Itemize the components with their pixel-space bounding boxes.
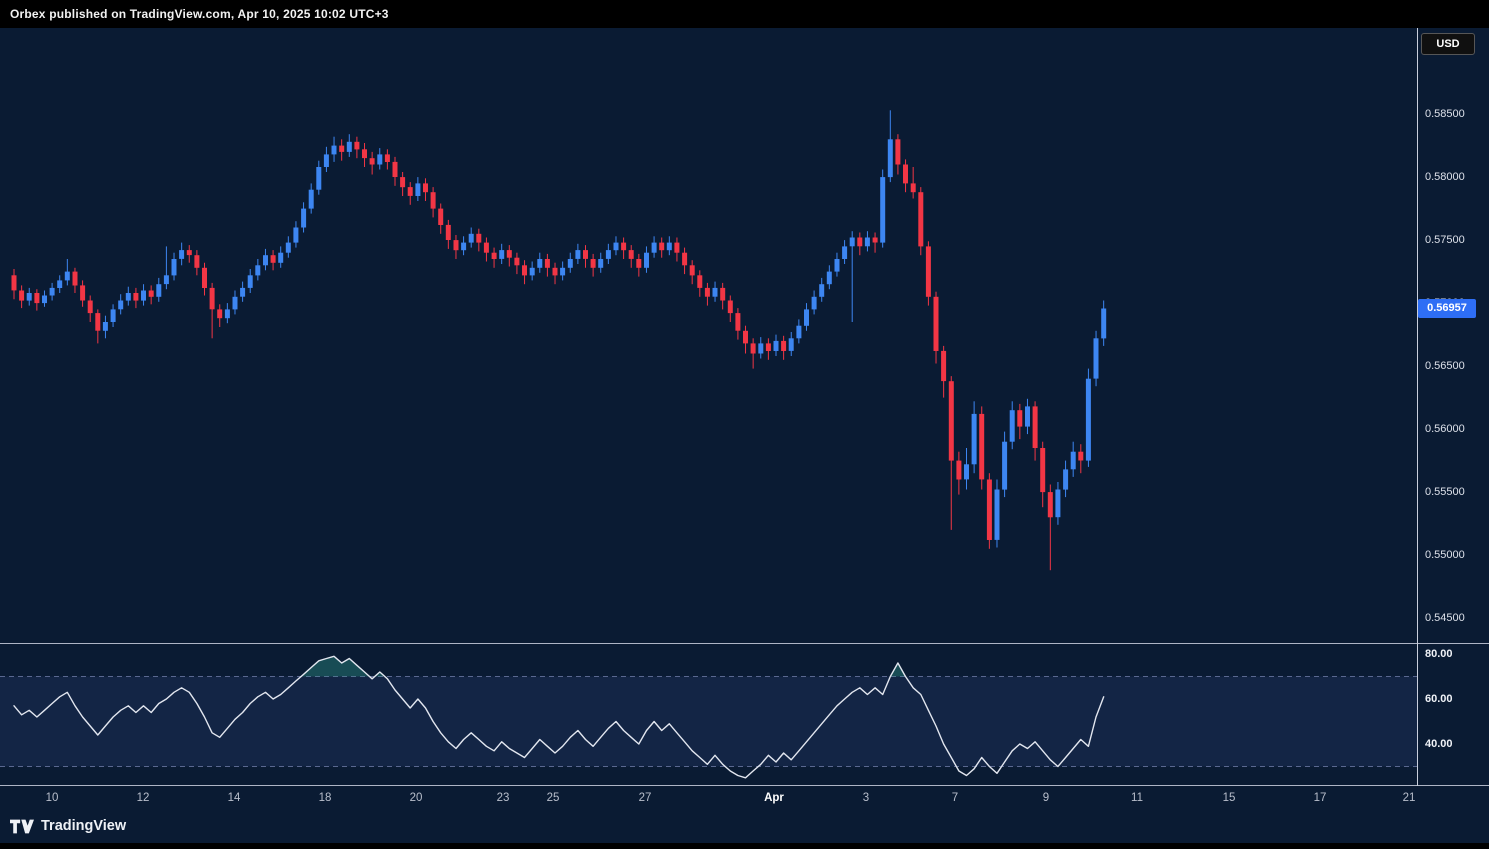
- tradingview-label: TradingView: [41, 818, 127, 834]
- time-axis-label: 15: [1222, 792, 1236, 804]
- time-axis-separator: [0, 785, 1489, 786]
- time-axis-label: 7: [951, 792, 959, 804]
- price-axis-label: 0.54500: [1425, 612, 1465, 625]
- price-axis-label: 0.58500: [1425, 108, 1465, 121]
- time-axis-label: 18: [318, 792, 332, 804]
- price-axis-label: 0.55500: [1425, 486, 1465, 499]
- attribution-bar: Orbex published on TradingView.com, Apr …: [0, 0, 1489, 28]
- time-axis-label: 23: [496, 792, 510, 804]
- currency-toggle-label: USD: [1436, 38, 1460, 50]
- price-axis-label: 0.55000: [1425, 549, 1465, 562]
- time-axis-label: 25: [546, 792, 560, 804]
- time-axis-label: 27: [638, 792, 652, 804]
- rsi-axis-label: 40.00: [1425, 738, 1453, 750]
- rsi-overbought-fill: [374, 672, 385, 677]
- time-axis[interactable]: 10 12 14 18 20 23 25 27 Apr 3 7 9 11 15 17 21: [0, 785, 1417, 815]
- candles-series: [11, 110, 1107, 571]
- price-axis-label: 0.58000: [1425, 171, 1465, 184]
- rsi-pane[interactable]: [0, 643, 1417, 785]
- current-price-badge: 0.56957: [1418, 299, 1476, 318]
- rsi-axis-label: 80.00: [1425, 648, 1453, 660]
- rsi-overbought-fill: [890, 663, 906, 677]
- chart-area[interactable]: 10 12 14 18 20 23 25 27 Apr 3 7 9 11 15 17 21 USD 0.585…: [0, 28, 1489, 843]
- time-axis-label: 17: [1313, 792, 1327, 804]
- price-axis-label: 0.56000: [1425, 423, 1465, 436]
- price-axis-label: 0.56500: [1425, 360, 1465, 373]
- rsi-axis-label: 60.00: [1425, 693, 1453, 705]
- currency-toggle-button[interactable]: USD: [1421, 33, 1475, 55]
- time-axis-label: Apr: [764, 792, 784, 804]
- time-axis-label: 20: [409, 792, 423, 804]
- tradingview-icon: [10, 819, 34, 833]
- pane-resize-handle[interactable]: [0, 643, 1489, 644]
- attribution-text: Orbex published on TradingView.com, Apr …: [10, 7, 389, 21]
- price-axis[interactable]: USD 0.585000.580000.575000.570000.565000…: [1418, 28, 1489, 843]
- time-axis-label: 21: [1402, 792, 1416, 804]
- tradingview-logo[interactable]: TradingView: [10, 818, 126, 834]
- rsi-overbought-fill: [301, 656, 370, 677]
- rsi-line: [13, 655, 1105, 779]
- price-axis-border: [1417, 28, 1418, 786]
- candlestick-pane[interactable]: [0, 28, 1417, 643]
- rsi-band: [0, 676, 1417, 767]
- time-axis-label: 11: [1131, 792, 1143, 804]
- time-axis-label: 14: [227, 792, 241, 804]
- price-axis-label: 0.57500: [1425, 234, 1465, 247]
- time-axis-label: 3: [862, 792, 870, 804]
- time-axis-label: 10: [45, 792, 59, 804]
- time-axis-label: 9: [1042, 792, 1050, 804]
- time-axis-label: 12: [136, 792, 150, 804]
